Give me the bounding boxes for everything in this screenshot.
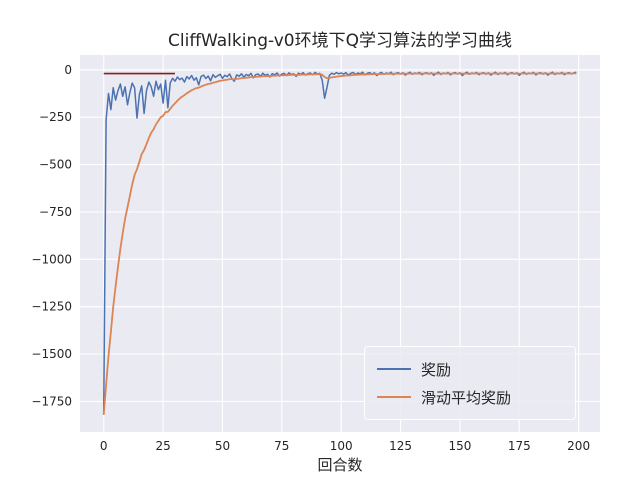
svg-text:−750: −750 — [39, 205, 72, 219]
svg-text:0: 0 — [64, 63, 72, 77]
legend-swatch-reward — [377, 367, 411, 371]
svg-text:−1500: −1500 — [31, 347, 72, 361]
x-axis-label: 回合数 — [317, 456, 363, 474]
svg-text:−1000: −1000 — [31, 252, 72, 266]
svg-text:−250: −250 — [39, 110, 72, 124]
svg-text:−1750: −1750 — [31, 394, 72, 408]
series-lines — [102, 71, 577, 415]
svg-text:−1250: −1250 — [31, 300, 72, 314]
svg-text:50: 50 — [215, 439, 230, 453]
svg-text:25: 25 — [155, 439, 170, 453]
legend: 奖励 滑动平均奖励 — [364, 346, 576, 420]
svg-text:175: 175 — [508, 439, 531, 453]
svg-text:−500: −500 — [39, 158, 72, 172]
tick-labels: 0 25 50 75 100 125 150 175 200 0 −250 −500 −750 −1000… — [31, 63, 590, 453]
svg-text:200: 200 — [567, 439, 590, 453]
svg-text:100: 100 — [330, 439, 353, 453]
legend-label-moving-average: 滑动平均奖励 — [421, 388, 512, 407]
svg-text:0: 0 — [100, 439, 108, 453]
legend-entry-moving-average: 滑动平均奖励 — [377, 383, 563, 411]
svg-text:125: 125 — [389, 439, 412, 453]
legend-label-reward: 奖励 — [421, 360, 452, 379]
svg-text:75: 75 — [274, 439, 289, 453]
legend-swatch-moving-average — [377, 395, 411, 399]
chart-title: CliffWalking-v0环境下Q学习算法的学习曲线 — [168, 31, 512, 51]
legend-entry-reward: 奖励 — [377, 355, 563, 383]
svg-text:150: 150 — [448, 439, 471, 453]
